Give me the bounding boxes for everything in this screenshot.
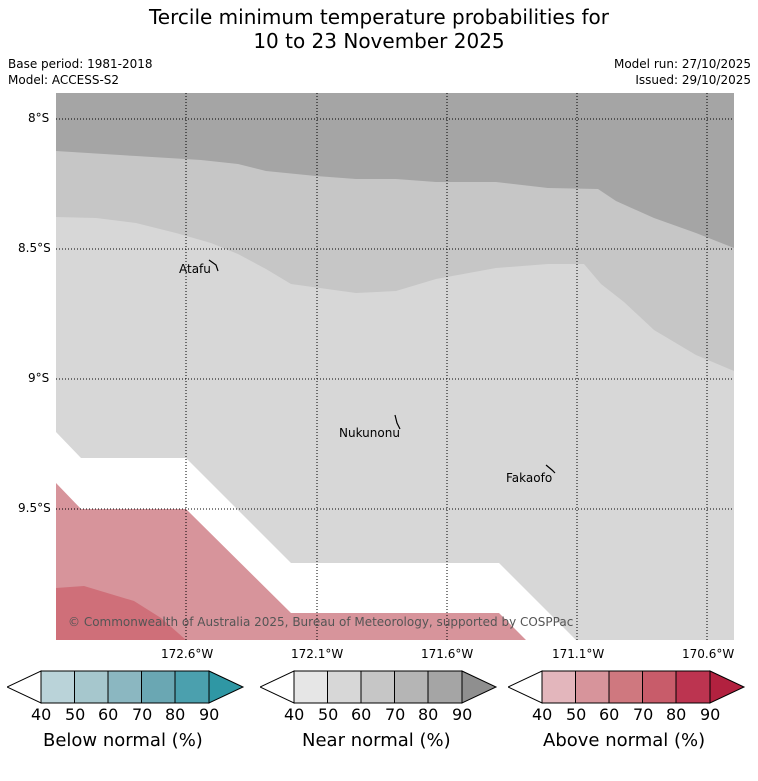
near-normal-70-region [56,93,734,248]
lon-label-172-6W: 172.6°W [161,647,214,661]
place-label-nukunonu: Nukunonu [339,426,400,440]
atafu-coastline [208,259,219,272]
colorbar-near-tick-70: 70 [385,705,406,724]
colorbar-below-seg-2 [74,670,109,704]
colorbar-below-tick-40: 40 [31,705,52,724]
colorbar-above-seg-3 [608,670,643,704]
above-normal-60-region [56,586,186,640]
lat-label-9S: 9°S [28,371,50,385]
above-normal-50-region [56,483,526,640]
chart-title-line-1: Tercile minimum temperature probabilitie… [148,5,610,29]
colorbar-above-seg-5 [675,670,711,704]
colorbar-near-seg-1 [293,670,328,704]
place-label-atafu: Atafu [179,262,211,276]
colorbar-above-title: Above normal (%) [543,730,706,751]
colorbar-below-upper-cap [208,670,245,704]
colorbar-above-seg-4 [642,670,677,704]
colorbar-near-seg-2 [327,670,362,704]
colorbar-below-lower-cap [7,670,42,704]
colorbar-below-seg-5 [174,670,210,704]
colorbar-below-seg-3 [107,670,142,704]
colorbar-near-tick-90: 90 [452,705,473,724]
lon-label-171-1W: 171.1°W [552,647,605,661]
colorbar-below-tick-50: 50 [65,705,86,724]
lat-label-8-5S: 8.5°S [18,241,51,255]
colorbar-near-tick-40: 40 [284,705,305,724]
lon-label-170-6W: 170.6°W [682,647,735,661]
base-period-text: Base period: 1981-2018 [8,57,153,71]
colorbar-near-title: Near normal (%) [302,730,451,751]
colorbar-below-title: Below normal (%) [43,730,203,751]
colorbar-near-seg-5 [427,670,463,704]
colorbar-near-normal [260,670,498,704]
colorbar-near-seg-3 [360,670,395,704]
colorbar-above-normal [508,670,746,704]
colorbar-above-tick-70: 70 [633,705,654,724]
colorbar-above-seg-2 [575,670,610,704]
lat-label-9-5S: 9.5°S [18,501,51,515]
issued-text: Issued: 29/10/2025 [635,73,751,87]
colorbar-below-tick-80: 80 [165,705,186,724]
colorbar-below-tick-60: 60 [98,705,119,724]
model-run-text: Model run: 27/10/2025 [613,57,751,71]
colorbar-near-tick-80: 80 [418,705,439,724]
colorbar-above-tick-90: 90 [700,705,721,724]
colorbar-above-tick-80: 80 [666,705,687,724]
lon-label-171-6W: 171.6°W [421,647,474,661]
colorbar-below-normal [7,670,245,704]
colorbar-near-tick-60: 60 [351,705,372,724]
colorbar-above-seg-1 [541,670,576,704]
probability-map: Atafu Nukunonu Fakaofo © Commonwealth of… [56,93,734,640]
place-label-fakaofo: Fakaofo [506,471,552,485]
lat-label-8S: 8°S [28,111,50,125]
colorbar-above-upper-cap [709,670,746,704]
colorbar-near-tick-50: 50 [318,705,339,724]
colorbar-below-tick-90: 90 [199,705,220,724]
fakaofo-coastline [545,464,556,474]
colorbar-above-lower-cap [508,670,543,704]
colorbar-below-seg-4 [141,670,176,704]
colorbar-near-seg-4 [394,670,429,704]
nukunonu-coastline [394,414,401,430]
colorbar-below-tick-70: 70 [132,705,153,724]
colorbar-near-lower-cap [260,670,295,704]
lon-label-172-1W: 172.1°W [291,647,344,661]
colorbar-above-tick-60: 60 [599,705,620,724]
chart-title-line-2: 10 to 23 November 2025 [253,29,505,53]
colorbar-near-upper-cap [461,670,498,704]
model-text: Model: ACCESS-S2 [8,73,120,87]
colorbar-above-tick-50: 50 [566,705,587,724]
colorbar-below-seg-1 [40,670,75,704]
colorbar-above-tick-40: 40 [532,705,553,724]
copyright-text: © Commonwealth of Australia 2025, Bureau… [68,615,573,629]
